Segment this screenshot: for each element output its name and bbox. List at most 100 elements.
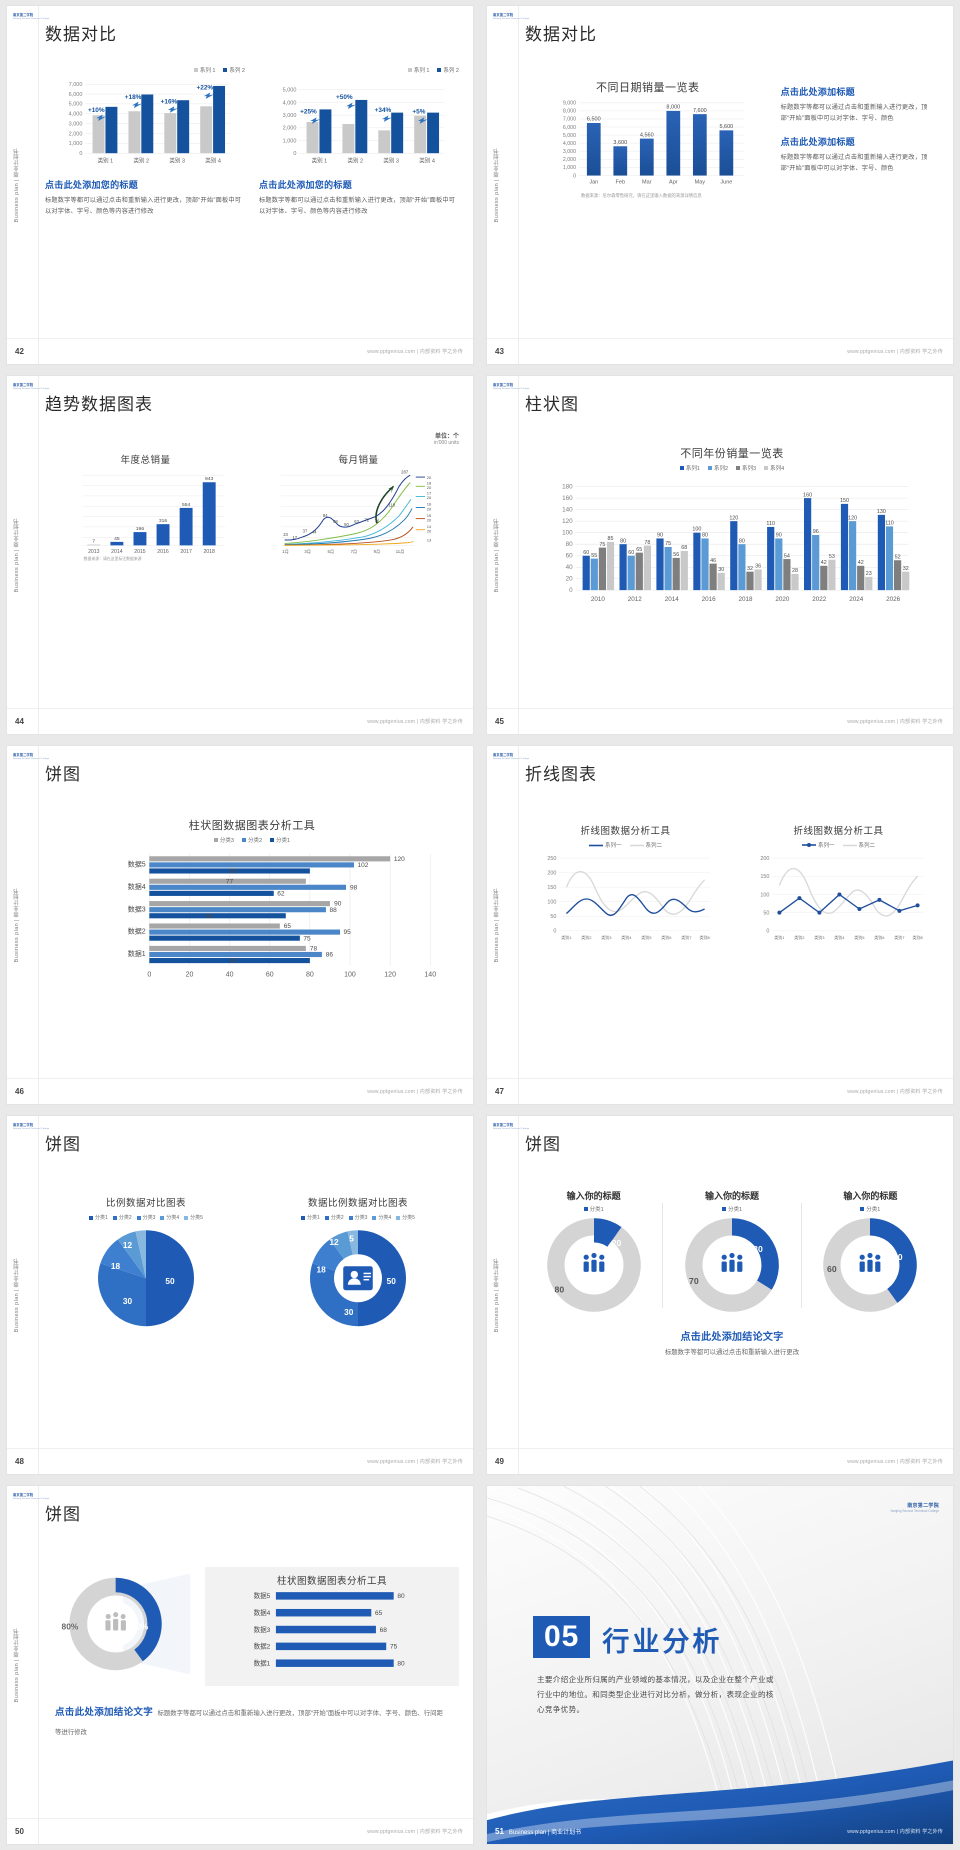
slide-48[interactable]: 南京第二学院 Nanjing Second Technical College … [6,1115,474,1475]
svg-text:80: 80 [620,538,626,544]
svg-text:类别6: 类别6 [874,934,885,940]
slide-cell-42[interactable]: 南京第二学院 Nanjing Second Technical College … [0,0,480,370]
svg-text:数据1: 数据1 [128,949,146,958]
chart-legend: 系列 1 系列 2 [259,66,459,74]
bar-value-label: 5,600 [719,124,733,130]
slide-cell-46[interactable]: 南京第二学院 Nanjing Second Technical College … [0,740,480,1110]
legend-item: 系列2 [707,464,728,472]
legend-item: 分类1 [860,1205,880,1213]
donut-value: 20% [132,1622,149,1632]
conclusion-headline[interactable]: 点击此处添加结论文字 [680,1332,784,1343]
svg-text:类别2: 类别2 [581,934,592,940]
svg-text:2020: 2020 [775,596,790,603]
svg-text:80: 80 [702,533,708,539]
svg-text:5: 5 [349,1233,354,1243]
svg-text:0: 0 [293,151,296,157]
svg-text:5,000: 5,000 [69,102,83,108]
svg-text:类别1: 类别1 [561,934,572,940]
svg-text:17: 17 [292,535,297,540]
chart-title: 折线图数据分析工具 [580,826,671,837]
panel-headline[interactable]: 点击此处添加您的标题 [45,180,139,190]
chart-title: 比例数据对比图表 [105,1198,186,1209]
pie-panel-right: 数据比例数据对比图表 分类1 分类2 分类3 分类4 分类5 [257,1195,459,1346]
donut-value: 70 [689,1276,699,1286]
slide-rail [7,376,39,734]
slide-46[interactable]: 南京第二学院 Nanjing Second Technical College … [6,745,474,1105]
svg-text:2016: 2016 [157,549,169,555]
svg-text:80: 80 [230,868,238,875]
svg-text:50: 50 [165,1276,175,1286]
chart-title: 不同年份销量一览表 [680,448,784,460]
svg-text:80: 80 [566,541,574,548]
panel-right: 系列 1 系列 2 5,000 4,000 3,000 2,000 1,000 0 [259,63,459,218]
slide-cell-47[interactable]: 南京第二学院 Nanjing Second Technical College … [480,740,960,1110]
slide-cell-45[interactable]: 南京第二学院 Nanjing Second Technical College … [480,370,960,740]
slide-cell-44[interactable]: 南京第二学院 Nanjing Second Technical College … [0,370,480,740]
slide-cell-50[interactable]: 南京第二学院 Nanjing Second Technical College … [0,1480,480,1850]
slide-50[interactable]: 南京第二学院 Nanjing Second Technical College … [6,1485,474,1845]
block-headline[interactable]: 点击此处添加标题 [780,87,855,97]
svg-text:12: 12 [329,1237,339,1247]
svg-text:0: 0 [573,173,576,179]
horizontal-bar-chart: 数据5 数据4 数据3 数据2 数据1 [254,1591,405,1667]
svg-text:20: 20 [427,506,432,511]
svg-text:9月: 9月 [374,549,381,555]
svg-text:95: 95 [343,929,351,936]
slide-44[interactable]: 南京第二学院 Nanjing Second Technical College … [6,375,474,735]
svg-text:May: May [695,179,706,185]
svg-text:类别 2: 类别 2 [133,156,149,164]
slide-cell-49[interactable]: 南京第二学院 Nanjing Second Technical College … [480,1110,960,1480]
chart-legend: 分类3 分类2 分类1 [45,836,459,844]
slide-42[interactable]: 南京第二学院 Nanjing Second Technical College … [6,5,474,365]
bar-value-label: 6,500 [587,117,601,123]
chart-legend: 分类1 分类2 分类3 分类4 分类5 [45,1214,247,1221]
footer-note: www.pptgenius.com | 内部资料 学之外传 [847,719,943,725]
conclusion-headline[interactable]: 点击此处添加结论文字 [55,1707,154,1718]
svg-text:6,000: 6,000 [563,125,576,131]
slide-cell-51[interactable]: 南京第二学院 Nanjing Second Technical College … [480,1480,960,1850]
slide-43[interactable]: 南京第二学院 Nanjing Second Technical College … [486,5,954,365]
chart-title: 数据比例数据对比图表 [307,1198,408,1209]
slide-49[interactable]: 南京第二学院 Nanjing Second Technical College … [486,1115,954,1475]
slide-cell-43[interactable]: 南京第二学院 Nanjing Second Technical College … [480,0,960,370]
slide-footer: 49 www.pptgenius.com | 内部资料 学之外传 [487,1448,953,1474]
svg-text:102: 102 [357,862,368,869]
slide-footer: 47 www.pptgenius.com | 内部资料 学之外传 [487,1078,953,1104]
people-icon [583,1252,605,1272]
page-number: 44 [15,717,24,726]
svg-text:30: 30 [344,1307,354,1317]
slide-51[interactable]: 南京第二学院 Nanjing Second Technical College … [486,1485,954,1845]
svg-text:类别 2: 类别 2 [347,156,363,164]
page-number: 48 [15,1457,24,1466]
slide-45[interactable]: 南京第二学院 Nanjing Second Technical College … [486,375,954,735]
svg-text:20: 20 [186,972,194,979]
slide-footer: 46 www.pptgenius.com | 内部资料 学之外传 [7,1078,473,1104]
brand-line2: Nanjing Second Technical College [13,17,50,20]
monthly-sales-line-chart: 23 17 37 44 94 68 50 63 72 76 110 287 1月 3月 5月 7月… [280,469,432,555]
legend-item: 系列二 [842,843,876,849]
svg-text:18: 18 [111,1261,121,1271]
slide-cell-48[interactable]: 南京第二学院 Nanjing Second Technical College … [0,1110,480,1480]
bar-value-label: 8,000 [666,105,680,111]
doughnut-chart-1: 20 80 [546,1218,641,1312]
panel-left: 系列 1 系列 2 7,000 6,000 5,000 4,000 3,000 2,0 [45,63,245,218]
page-title: 饼图 [45,765,81,784]
vertical-label: Business plan | 商业计划书 [14,1627,20,1703]
divider [800,1203,802,1308]
legend-item: 分类2 [112,1214,132,1221]
svg-text:30: 30 [123,1296,133,1306]
svg-text:2014: 2014 [665,596,680,603]
vertical-label: Business plan | 商业计划书 [14,147,20,223]
slide-47[interactable]: 南京第二学院 Nanjing Second Technical College … [486,745,954,1105]
svg-text:4,000: 4,000 [563,141,576,147]
page-number: 42 [15,347,24,356]
legend-item: 分类1 [270,836,290,844]
panel-headline[interactable]: 点击此处添加您的标题 [259,180,353,190]
svg-text:72: 72 [364,517,369,522]
bar-value-label: 554 [182,502,191,508]
svg-text:4,000: 4,000 [283,100,297,106]
chart-title: 输入你的标题 [843,1191,898,1201]
block-headline[interactable]: 点击此处添加标题 [780,136,855,147]
page-number: 45 [495,717,504,726]
